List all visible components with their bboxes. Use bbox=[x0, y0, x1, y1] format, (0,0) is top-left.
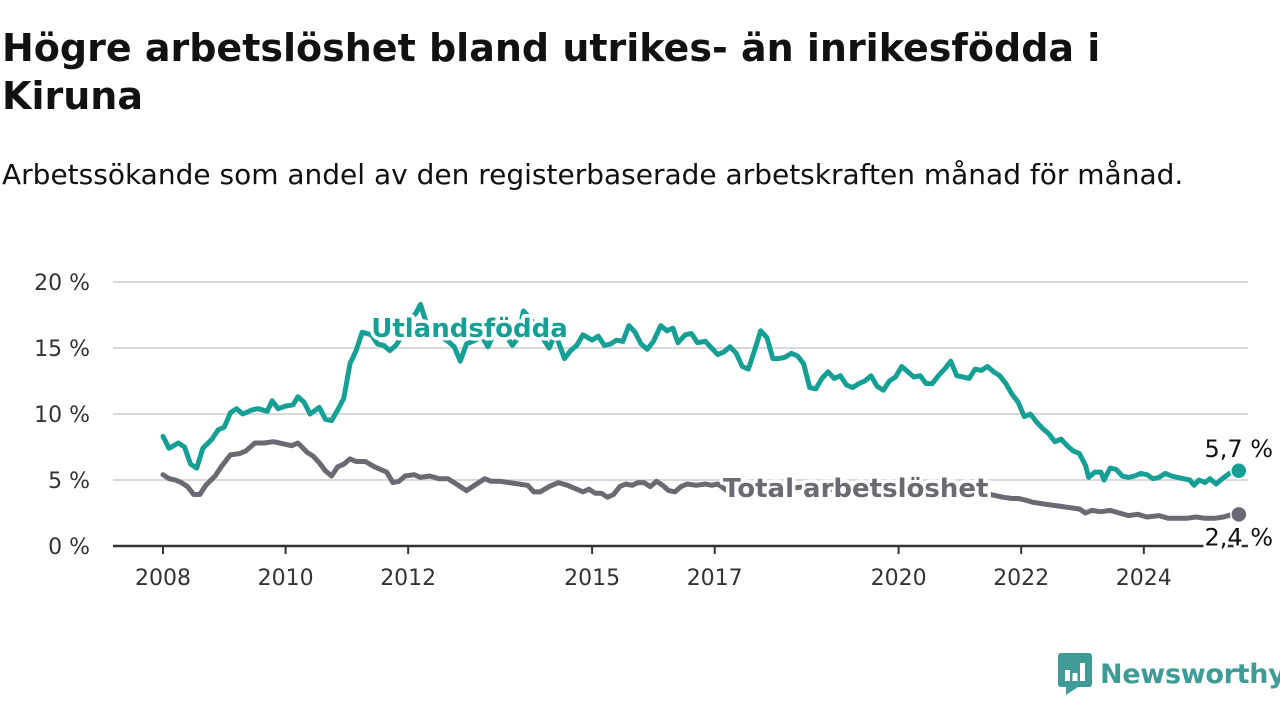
newsworthy-logo: Newsworthy bbox=[1058, 652, 1280, 696]
x-tick-label: 2008 bbox=[135, 566, 191, 591]
x-tick-label: 2012 bbox=[380, 566, 436, 591]
page-subtitle: Arbetssökande som andel av den registerb… bbox=[2, 158, 1184, 191]
total-end-marker bbox=[1230, 505, 1248, 524]
series-labels: Utlandsfödda Total arbetslöshet bbox=[368, 311, 992, 508]
x-tick-label: 2024 bbox=[1116, 566, 1172, 591]
x-tick-label: 2022 bbox=[993, 566, 1049, 591]
y-tick-label: 15 % bbox=[34, 337, 90, 362]
y-tick-label: 10 % bbox=[34, 403, 90, 428]
newsworthy-logo-icon bbox=[1058, 653, 1092, 695]
grid-lines bbox=[113, 281, 1248, 481]
utlandsfodda-end-marker bbox=[1230, 462, 1248, 480]
total-line bbox=[160, 439, 1242, 521]
x-tick-label: 2010 bbox=[258, 566, 314, 591]
y-tick-label: 20 % bbox=[34, 271, 90, 296]
line-chart: 0 %5 %10 %15 %20 % 2008 2010 2012 2015 2017 2… bbox=[34, 271, 1277, 591]
x-tick-label: 2020 bbox=[871, 566, 927, 591]
y-tick-label: 0 % bbox=[48, 535, 90, 560]
x-axis: 2008 2010 2012 2015 2017 2020 2022 2024 bbox=[113, 544, 1248, 591]
y-tick-label: 5 % bbox=[48, 469, 90, 494]
utlandsfodda-label: Utlandsfödda bbox=[371, 314, 568, 344]
utlandsfodda-end-label: 5,7 % bbox=[1205, 435, 1274, 463]
series-lines bbox=[160, 301, 1242, 521]
page-title: Högre arbetslöshet bland utrikes- än inr… bbox=[2, 26, 1101, 118]
x-tick-label: 2015 bbox=[564, 566, 620, 591]
utlandsfodda-line bbox=[160, 301, 1242, 488]
total-label: Total arbetslöshet bbox=[723, 474, 988, 504]
brand-name: Newsworthy bbox=[1100, 658, 1280, 690]
x-tick-label: 2017 bbox=[687, 566, 743, 591]
total-end-label: 2,4 % bbox=[1205, 523, 1274, 551]
y-axis-ticks: 0 % 5 % 10 % 15 % 20 % bbox=[34, 271, 90, 560]
end-markers: 5,7 % 2,4 % bbox=[1202, 432, 1277, 555]
